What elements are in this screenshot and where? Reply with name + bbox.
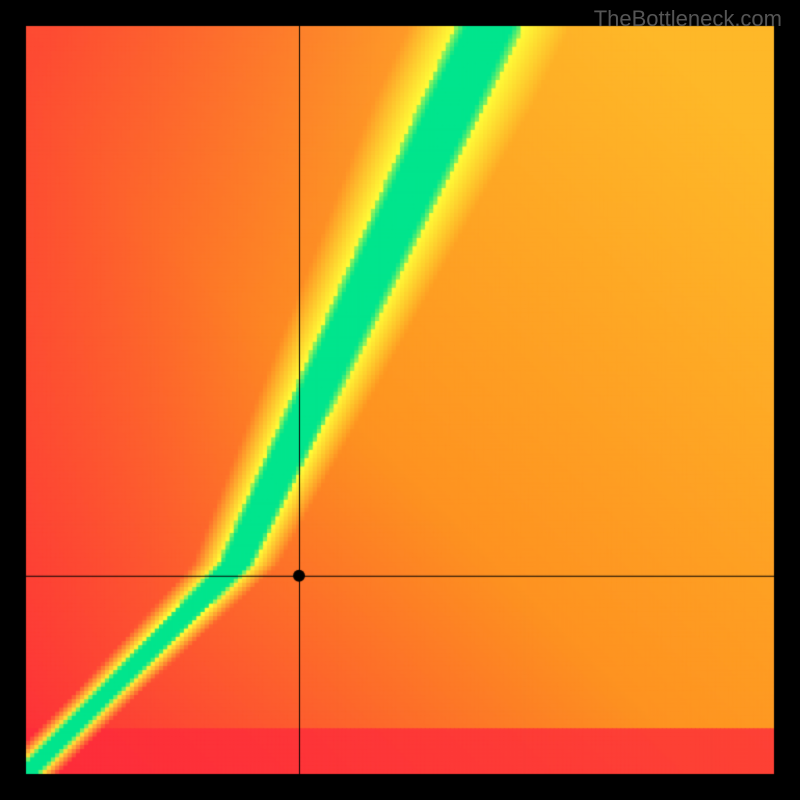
watermark-text: TheBottleneck.com — [594, 6, 782, 32]
chart-container: TheBottleneck.com — [0, 0, 800, 800]
heatmap-canvas — [0, 0, 800, 800]
